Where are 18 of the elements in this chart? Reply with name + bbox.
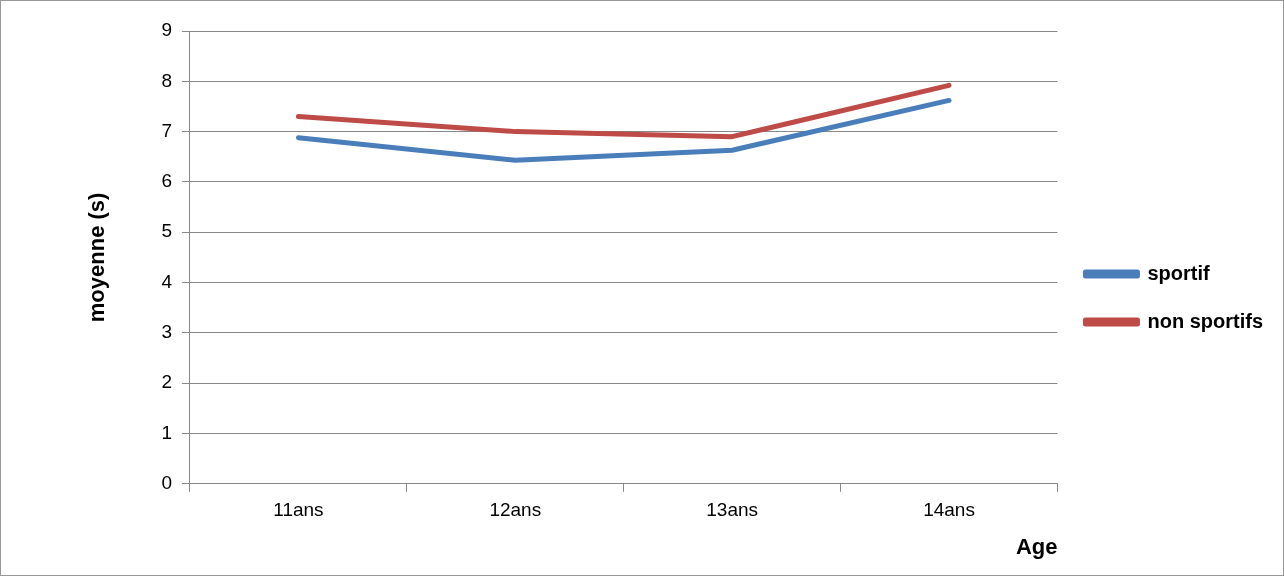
y-tick-label: 3 (161, 321, 172, 343)
y-tick-label: 7 (161, 119, 172, 141)
y-tick-label: 1 (161, 421, 172, 443)
x-tick-label: 13ans (706, 499, 759, 521)
legend-label: non sportifs (1147, 309, 1263, 332)
y-axis-title: moyenne (s) (84, 192, 110, 323)
y-tick-label: 9 (161, 19, 172, 41)
y-tick-label: 5 (161, 220, 172, 242)
y-tick-label: 4 (161, 270, 173, 292)
x-tick-label: 12ans (489, 499, 542, 521)
x-axis-title: Age (1015, 533, 1058, 559)
y-tick-label: 6 (161, 170, 172, 192)
x-tick-label: 11ans (273, 499, 324, 521)
y-tick-label: 2 (161, 371, 172, 393)
legend-label: sportif (1147, 261, 1211, 284)
y-tick-label: 8 (161, 69, 172, 91)
x-tick-label: 14ans (923, 499, 975, 521)
y-tick-label: 0 (161, 472, 172, 494)
